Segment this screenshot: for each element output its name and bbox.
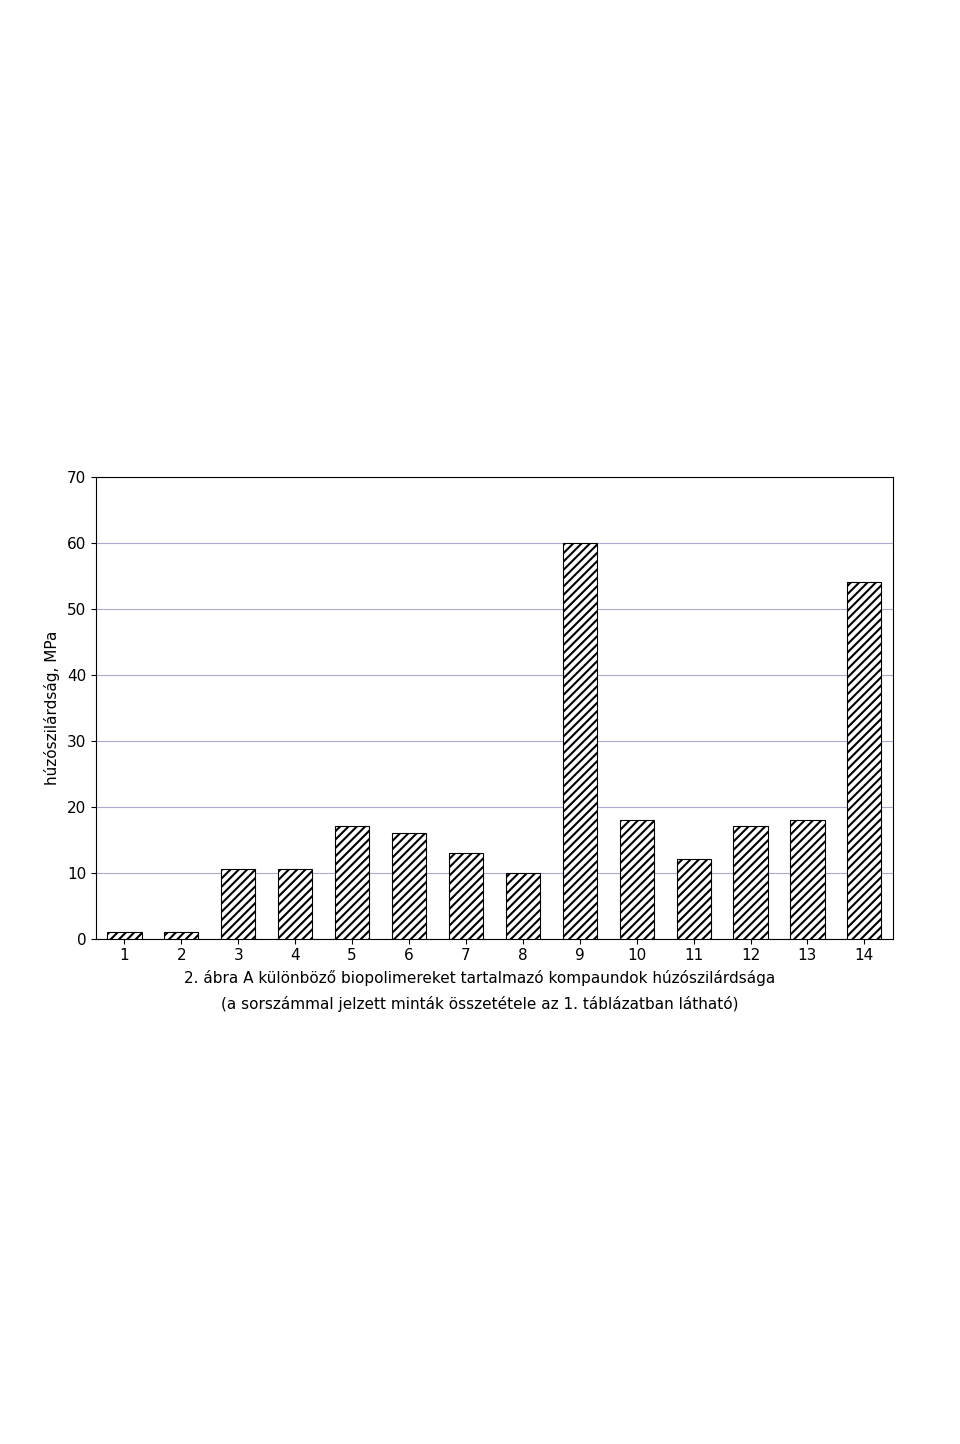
Bar <box>221 869 255 939</box>
Bar <box>677 859 710 939</box>
Bar <box>449 853 483 939</box>
Bar <box>278 869 312 939</box>
Bar <box>506 872 540 939</box>
Bar <box>335 826 370 939</box>
Bar <box>733 826 768 939</box>
Bar <box>848 582 881 939</box>
Bar <box>108 931 141 939</box>
Bar <box>164 931 199 939</box>
Text: (a sorszámmal jelzett minták összetétele az 1. táblázatban látható): (a sorszámmal jelzett minták összetétele… <box>221 996 739 1012</box>
Bar <box>619 820 654 939</box>
Text: 2. ábra A különböző biopolimereket tartalmazó kompaundok húzószilárdsága: 2. ábra A különböző biopolimereket tarta… <box>184 970 776 986</box>
Bar <box>392 833 426 939</box>
Bar <box>790 820 825 939</box>
Y-axis label: húzószilárdság, MPa: húzószilárdság, MPa <box>44 631 60 784</box>
Bar <box>563 543 597 939</box>
